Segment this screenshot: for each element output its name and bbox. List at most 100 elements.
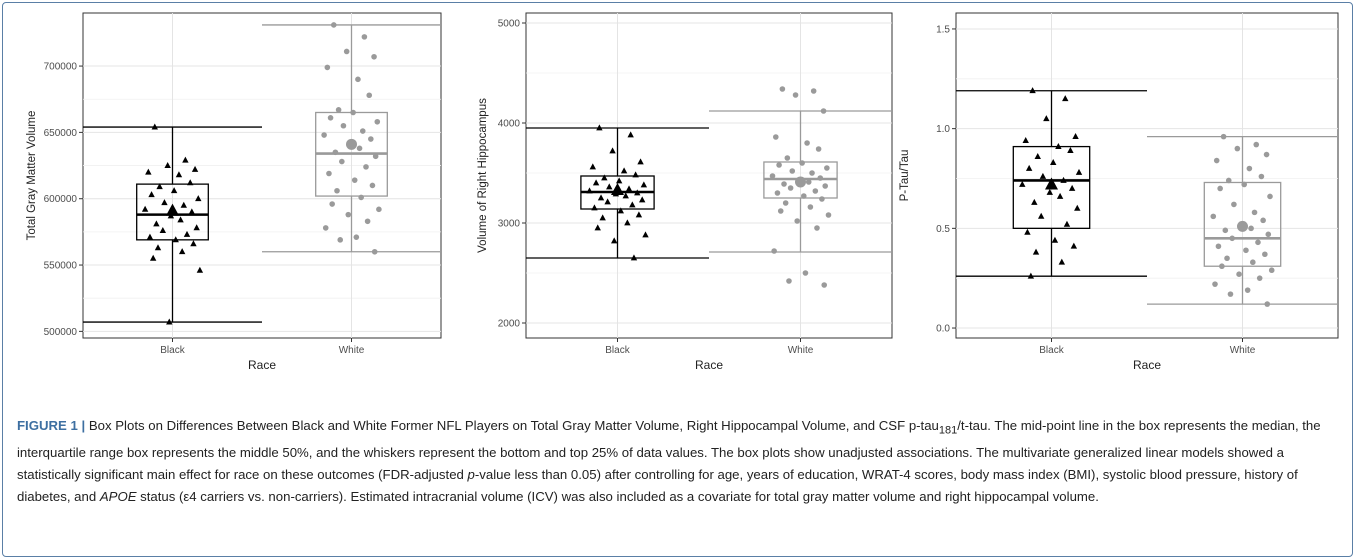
- data-point: [195, 195, 202, 202]
- data-point: [330, 22, 337, 28]
- data-point: [819, 196, 825, 202]
- data-point: [1234, 145, 1241, 152]
- box-black: [526, 124, 709, 261]
- data-point: [1210, 213, 1217, 220]
- data-point: [1213, 157, 1220, 164]
- data-point: [1220, 133, 1227, 140]
- x-tick-label: Black: [160, 345, 185, 356]
- data-point: [1067, 146, 1074, 153]
- data-point: [809, 170, 815, 176]
- figure-label: FIGURE 1: [17, 418, 78, 433]
- x-tick-label: White: [788, 345, 814, 356]
- data-point: [1256, 275, 1263, 281]
- x-tick-label: White: [339, 345, 365, 356]
- caption-text-1: Box Plots on Differences Between Black a…: [88, 418, 939, 433]
- data-point: [334, 187, 340, 194]
- data-point: [1243, 247, 1249, 254]
- panel-3: 0.0 0.5 1.0 1.5 Black White Race P-Tau/Tau: [899, 12, 1339, 372]
- data-point: [634, 189, 641, 196]
- data-point: [620, 167, 628, 174]
- mean-marker: [1045, 177, 1058, 190]
- data-point: [164, 161, 171, 168]
- data-point: [350, 109, 356, 116]
- x-axis-title: Race: [1133, 358, 1161, 372]
- data-point: [1037, 212, 1045, 219]
- data-point: [153, 220, 160, 227]
- data-point: [1070, 242, 1078, 249]
- data-point: [820, 108, 827, 114]
- data-point: [1074, 204, 1081, 211]
- data-point: [637, 158, 644, 165]
- data-point: [372, 153, 379, 160]
- data-point: [799, 160, 805, 166]
- data-point: [617, 207, 624, 214]
- data-point: [1058, 258, 1066, 265]
- data-point: [1025, 164, 1033, 171]
- data-point: [366, 92, 373, 99]
- data-point: [374, 118, 381, 125]
- data-point: [624, 219, 631, 226]
- data-point: [335, 107, 342, 113]
- data-point: [1264, 301, 1271, 307]
- box-white: [709, 86, 892, 288]
- data-point: [814, 225, 820, 231]
- data-point: [322, 225, 329, 231]
- data-point: [363, 164, 369, 170]
- data-point: [332, 149, 339, 156]
- data-point: [1255, 239, 1261, 246]
- iqr-box: [1012, 145, 1091, 229]
- data-point: [604, 198, 611, 205]
- caption-apoe: APOE: [99, 488, 137, 504]
- data-point: [154, 244, 162, 251]
- data-point: [1215, 243, 1222, 250]
- data-point: [640, 181, 648, 188]
- data-point: [810, 88, 817, 94]
- data-point: [1051, 236, 1059, 243]
- data-point: [815, 146, 822, 152]
- data-point: [188, 208, 196, 215]
- data-point: [337, 237, 344, 243]
- data-point: [170, 187, 178, 194]
- y-tick-label: 1.0: [936, 124, 950, 135]
- data-point: [178, 248, 186, 255]
- data-point: [1258, 173, 1265, 180]
- y-tick-label: 0.0: [936, 324, 950, 335]
- data-point: [784, 155, 791, 161]
- data-point: [772, 134, 779, 140]
- mean-marker: [795, 176, 806, 188]
- data-point: [1075, 168, 1083, 175]
- data-point: [355, 76, 361, 83]
- data-point: [166, 318, 173, 325]
- y-axis-title: Total Gray Matter Volume: [26, 111, 38, 241]
- data-point: [1031, 198, 1038, 205]
- data-point: [145, 168, 152, 175]
- data-point: [1236, 271, 1242, 277]
- data-point: [776, 162, 782, 168]
- data-point: [782, 200, 789, 206]
- data-point: [629, 201, 636, 208]
- box-plots: 500000 550000 600000 650000 700000 Black White…: [26, 12, 1339, 372]
- data-point: [642, 231, 649, 238]
- data-point: [159, 226, 167, 233]
- data-point: [777, 208, 784, 214]
- data-point: [1231, 201, 1237, 208]
- data-point: [324, 64, 331, 71]
- data-point: [596, 124, 603, 131]
- data-point: [1250, 259, 1256, 266]
- data-point: [804, 140, 810, 146]
- data-point: [771, 248, 777, 254]
- data-point: [161, 199, 168, 206]
- data-point: [1219, 263, 1225, 270]
- x-tick-label: White: [1230, 345, 1256, 356]
- mean-marker: [1237, 220, 1248, 232]
- box-white: [262, 22, 441, 255]
- data-point: [340, 122, 347, 129]
- data-point: [800, 193, 807, 199]
- data-point: [1267, 193, 1273, 200]
- caption-subscript: 181: [938, 424, 958, 437]
- mean-marker: [346, 138, 357, 150]
- box-black: [956, 87, 1147, 279]
- data-point: [369, 182, 376, 189]
- data-point: [191, 165, 199, 172]
- y-tick-label: 4000: [498, 119, 521, 130]
